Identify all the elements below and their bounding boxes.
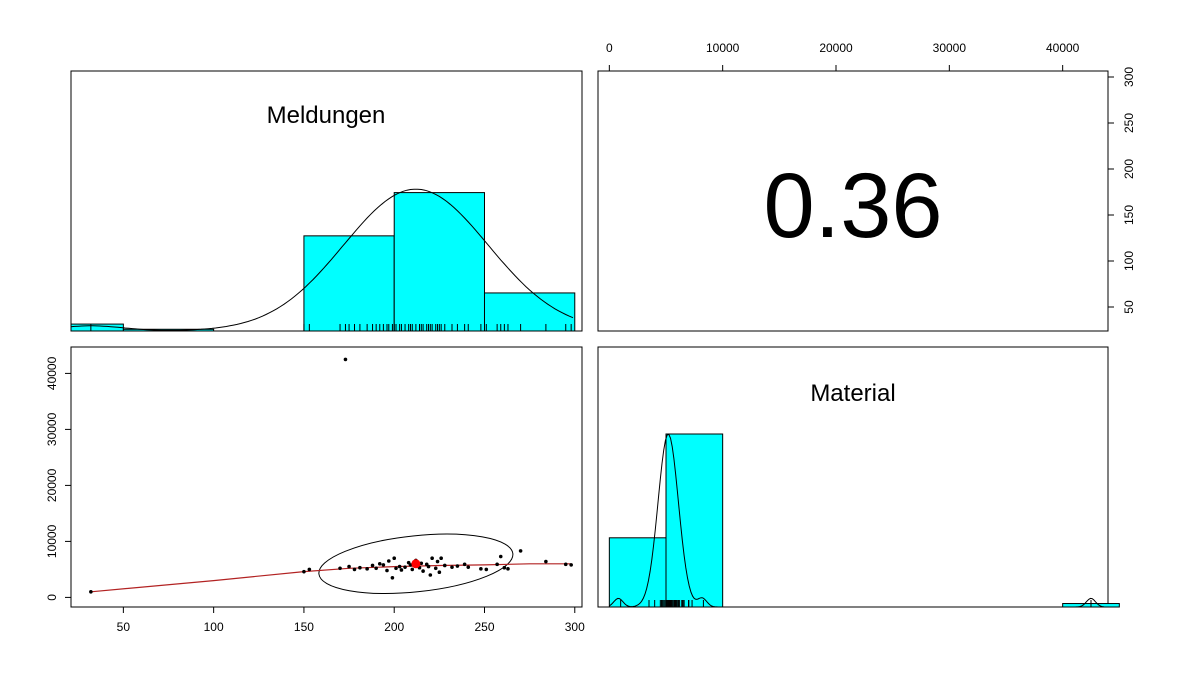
scatter-meldungen-material — [89, 357, 573, 594]
scatter-point — [403, 565, 407, 569]
scatter-point — [419, 561, 424, 566]
hist-bar-meldungen — [393, 192, 485, 332]
scatter-point — [544, 559, 548, 564]
scatter-point — [338, 566, 342, 571]
scatter-point — [421, 569, 425, 573]
x-tick-label-meldungen: 150 — [294, 620, 314, 634]
y-tick-label-material: 40000 — [45, 356, 59, 390]
title-meldungen: Meldungen — [267, 102, 386, 129]
scatter-point — [386, 559, 391, 563]
hist-bar-meldungen — [303, 235, 395, 332]
density-curve-material — [609, 433, 1108, 608]
scatter-point — [479, 567, 483, 571]
scatter-point — [343, 357, 348, 362]
x-tick-label-meldungen: 250 — [474, 620, 494, 634]
scatter-point — [89, 590, 93, 594]
scatter-point — [390, 576, 395, 580]
top-tick-label-material: 40000 — [1046, 41, 1080, 55]
scatter-point — [428, 573, 433, 577]
y-tick-label-material: 20000 — [45, 468, 59, 502]
scatter-point — [442, 563, 447, 568]
scatter-point — [426, 564, 431, 569]
x-tick-label-meldungen: 300 — [565, 620, 585, 634]
x-tick-label-meldungen: 50 — [117, 620, 131, 634]
scatter-point — [466, 565, 471, 569]
right-tick-label-meldungen: 100 — [1122, 251, 1136, 271]
scatter-point — [439, 556, 443, 560]
title-material: Material — [810, 380, 895, 407]
scatter-point — [347, 564, 351, 569]
scatter-point — [307, 567, 312, 572]
scatter-point — [302, 569, 306, 574]
y-tick-label-material: 30000 — [45, 412, 59, 446]
scatter-point — [385, 568, 389, 573]
y-tick-label-material: 10000 — [45, 524, 59, 558]
scatter-point — [392, 556, 397, 560]
correlation-value: 0.36 — [763, 155, 942, 257]
scatter-point — [455, 564, 460, 568]
x-tick-label-meldungen: 200 — [384, 620, 404, 634]
scatter-point — [462, 562, 467, 567]
y-tick-label-material: 0 — [45, 594, 59, 601]
panel-top-right-frame — [597, 70, 1109, 332]
confidence-ellipse — [318, 533, 514, 594]
scatter-point — [410, 567, 415, 572]
top-tick-label-material: 0 — [606, 41, 613, 55]
scatter-point — [394, 566, 398, 571]
scatter-point — [399, 568, 404, 572]
top-tick-label-material: 20000 — [819, 41, 853, 55]
histogram-meldungen — [70, 188, 576, 332]
scatter-point — [370, 563, 375, 568]
scatter-point — [437, 570, 442, 574]
smooth-line — [90, 563, 572, 593]
axes: 50 100 150 200 250 300 0 10000 20000 30000 40000 0 1… — [45, 41, 1136, 634]
scatter-point — [377, 562, 382, 566]
top-tick-label-material: 30000 — [933, 41, 967, 55]
panel-bottom-left-frame — [70, 346, 583, 608]
scatter-point — [518, 549, 523, 553]
top-tick-label-material: 10000 — [706, 41, 740, 55]
density-curve-meldungen — [70, 188, 574, 331]
scatter-point — [408, 563, 413, 567]
histogram-material — [608, 433, 1120, 608]
right-tick-label-meldungen: 200 — [1122, 159, 1136, 179]
scatter-point — [484, 567, 489, 572]
scatter-point — [381, 563, 386, 567]
hist-bar-material — [665, 433, 724, 608]
right-tick-label-meldungen: 50 — [1122, 300, 1136, 314]
scatter-point — [450, 565, 454, 569]
scatter-point — [433, 566, 438, 571]
centroid-point — [411, 559, 421, 569]
scatter-point — [397, 564, 402, 569]
scatter-point — [365, 567, 369, 571]
scatter-point — [435, 559, 440, 564]
right-tick-label-meldungen: 150 — [1122, 205, 1136, 225]
scatter-point — [498, 554, 503, 559]
scatter-point — [563, 562, 568, 567]
scatter-point — [430, 556, 434, 560]
hist-bar-material — [608, 537, 667, 608]
right-tick-label-meldungen: 300 — [1122, 67, 1136, 87]
right-tick-label-meldungen: 250 — [1122, 113, 1136, 133]
scatter-point — [374, 566, 378, 571]
scatter-point — [352, 567, 357, 572]
scatter-point — [358, 565, 362, 570]
x-tick-label-meldungen: 100 — [204, 620, 224, 634]
scatter-point — [495, 562, 499, 567]
scatter-point — [569, 563, 573, 567]
scatter-point — [502, 565, 507, 570]
scatter-point — [506, 567, 510, 571]
